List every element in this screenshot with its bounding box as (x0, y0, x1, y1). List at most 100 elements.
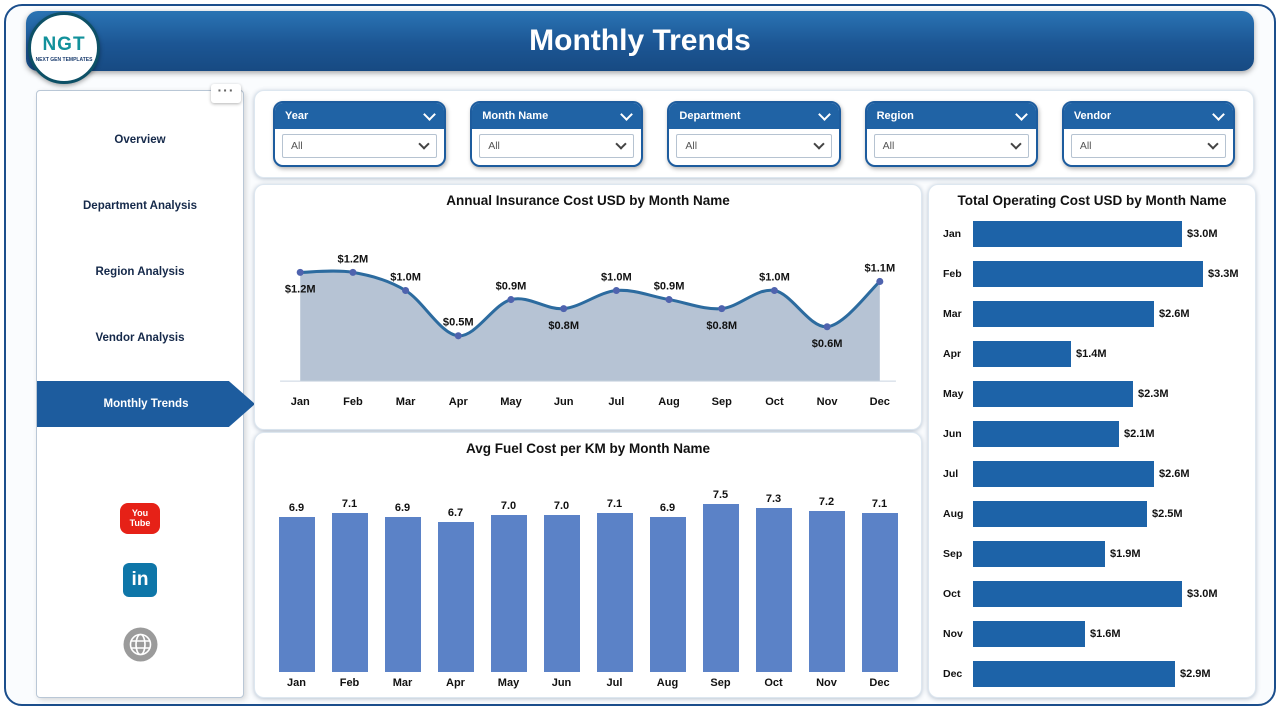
data-point-jan[interactable] (296, 268, 304, 276)
data-point-sep[interactable] (718, 305, 726, 313)
sidebar-item-vendor-analysis[interactable]: Vendor Analysis (37, 305, 243, 371)
data-point-aug[interactable] (665, 296, 673, 304)
column-dec: 7.1 Dec (861, 498, 898, 689)
bar-oct[interactable] (973, 581, 1182, 607)
bar-may[interactable] (973, 381, 1133, 407)
value-label: 7.0 (500, 500, 517, 512)
sidebar-item-monthly-trends[interactable]: Monthly Trends (37, 381, 255, 427)
slicer-header-department[interactable]: Department (669, 103, 839, 129)
slicer-dropdown-vendor[interactable]: All (1070, 134, 1227, 158)
hbar-row-may: May $2.3M (943, 381, 1249, 407)
column-may: 7.0 May (490, 500, 527, 689)
chevron-down-icon (1014, 107, 1028, 121)
data-point-nov[interactable] (823, 323, 831, 331)
data-point-feb[interactable] (349, 268, 357, 276)
globe-icon[interactable] (122, 626, 159, 663)
slicer-dropdown-department[interactable]: All (676, 134, 832, 158)
value-label: $1.9M (1110, 548, 1141, 560)
y-axis-label: Oct (943, 588, 961, 600)
value-label: $3.0M (1187, 588, 1218, 600)
sidebar-item-region-analysis[interactable]: Region Analysis (37, 239, 243, 305)
x-axis-label: Dec (870, 396, 890, 408)
hbar-row-oct: Oct $3.0M (943, 581, 1249, 607)
data-label: $0.8M (548, 320, 579, 332)
data-point-dec[interactable] (876, 277, 884, 285)
bar-aug[interactable] (649, 517, 686, 672)
value-label: 7.5 (712, 489, 729, 501)
slicer-header-year[interactable]: Year (275, 103, 445, 129)
bar-sep[interactable] (973, 541, 1105, 567)
bar-apr[interactable] (973, 341, 1071, 367)
page-title: Monthly Trends (529, 24, 751, 57)
x-axis-label: Jun (554, 396, 574, 408)
bar-nov[interactable] (973, 621, 1085, 647)
slicer-label: Region (876, 110, 914, 122)
bar-dec[interactable] (861, 513, 898, 672)
chevron-down-icon (1207, 138, 1219, 150)
header-bar: Monthly Trends (26, 11, 1254, 71)
value-label: $2.5M (1152, 508, 1183, 520)
hbar-row-apr: Apr $1.4M (943, 341, 1249, 367)
slicer-dropdown-month-name[interactable]: All (479, 134, 635, 158)
chevron-down-icon (817, 107, 831, 121)
slicer-header-month-name[interactable]: Month Name (472, 103, 642, 129)
more-options-button[interactable]: ··· (211, 83, 241, 103)
x-axis-label: Jan (287, 677, 306, 689)
slicer-dropdown-region[interactable]: All (873, 134, 1029, 158)
y-axis-label: May (943, 388, 964, 400)
bar-may[interactable] (490, 515, 527, 672)
value-label: 7.0 (553, 500, 570, 512)
data-label: $1.2M (338, 253, 369, 265)
slicer-region: Region All (864, 101, 1038, 167)
hbar-row-jun: Jun $2.1M (943, 421, 1249, 447)
youtube-icon[interactable]: You Tube (120, 503, 160, 534)
bar-dec[interactable] (973, 661, 1175, 687)
data-point-oct[interactable] (770, 286, 778, 295)
data-point-may[interactable] (507, 296, 515, 304)
column-sep: 7.5 Sep (702, 489, 739, 689)
bar-jun[interactable] (973, 421, 1119, 447)
data-point-jul[interactable] (612, 286, 620, 295)
sidebar-item-overview[interactable]: Overview (37, 107, 243, 173)
area-chart: $1.2M Jan $1.2M Feb $1.0M Mar $0.5M Apr $0.9M May… (280, 253, 896, 408)
data-point-jun[interactable] (560, 305, 568, 313)
bar-apr[interactable] (437, 522, 474, 672)
data-label: $1.0M (601, 271, 632, 283)
data-point-mar[interactable] (402, 286, 410, 295)
x-axis-label: Nov (816, 677, 837, 689)
bar-nov[interactable] (808, 511, 845, 672)
bar-sep[interactable] (702, 504, 739, 672)
bar-jan[interactable] (973, 221, 1182, 247)
chevron-down-icon (1010, 138, 1022, 150)
slicer-label: Vendor (1073, 110, 1112, 122)
chevron-down-icon (812, 138, 825, 150)
y-axis-label: Mar (943, 308, 962, 320)
bar-jan[interactable] (278, 517, 315, 672)
hbar-row-nov: Nov $1.6M (943, 621, 1249, 647)
slicer-header-vendor[interactable]: Vendor (1063, 103, 1234, 129)
y-axis-label: Jan (943, 228, 962, 240)
value-label: 7.2 (818, 496, 835, 508)
y-axis-label: Nov (943, 628, 963, 640)
hbar-row-dec: Dec $2.9M (943, 661, 1249, 687)
bar-feb[interactable] (973, 261, 1203, 287)
linkedin-icon[interactable]: in (123, 563, 157, 597)
data-label: $0.8M (706, 320, 737, 332)
bar-feb[interactable] (331, 513, 368, 672)
value-label: $2.6M (1159, 308, 1190, 320)
slicer-dropdown-year[interactable]: All (282, 134, 438, 158)
bar-jul[interactable] (973, 461, 1154, 487)
hbar-row-jan: Jan $3.0M (943, 221, 1249, 247)
sidebar-item-department-analysis[interactable]: Department Analysis (37, 173, 243, 239)
social-links: You Tube in (37, 503, 243, 663)
bar-jul[interactable] (596, 513, 633, 672)
bar-mar[interactable] (384, 517, 421, 672)
x-axis-label: Aug (658, 396, 680, 408)
chevron-down-icon (418, 138, 430, 150)
bar-mar[interactable] (973, 301, 1154, 327)
bar-jun[interactable] (543, 515, 580, 672)
slicer-header-region[interactable]: Region (866, 103, 1036, 129)
bar-oct[interactable] (755, 508, 792, 672)
bar-aug[interactable] (973, 501, 1147, 527)
data-point-apr[interactable] (454, 332, 462, 340)
